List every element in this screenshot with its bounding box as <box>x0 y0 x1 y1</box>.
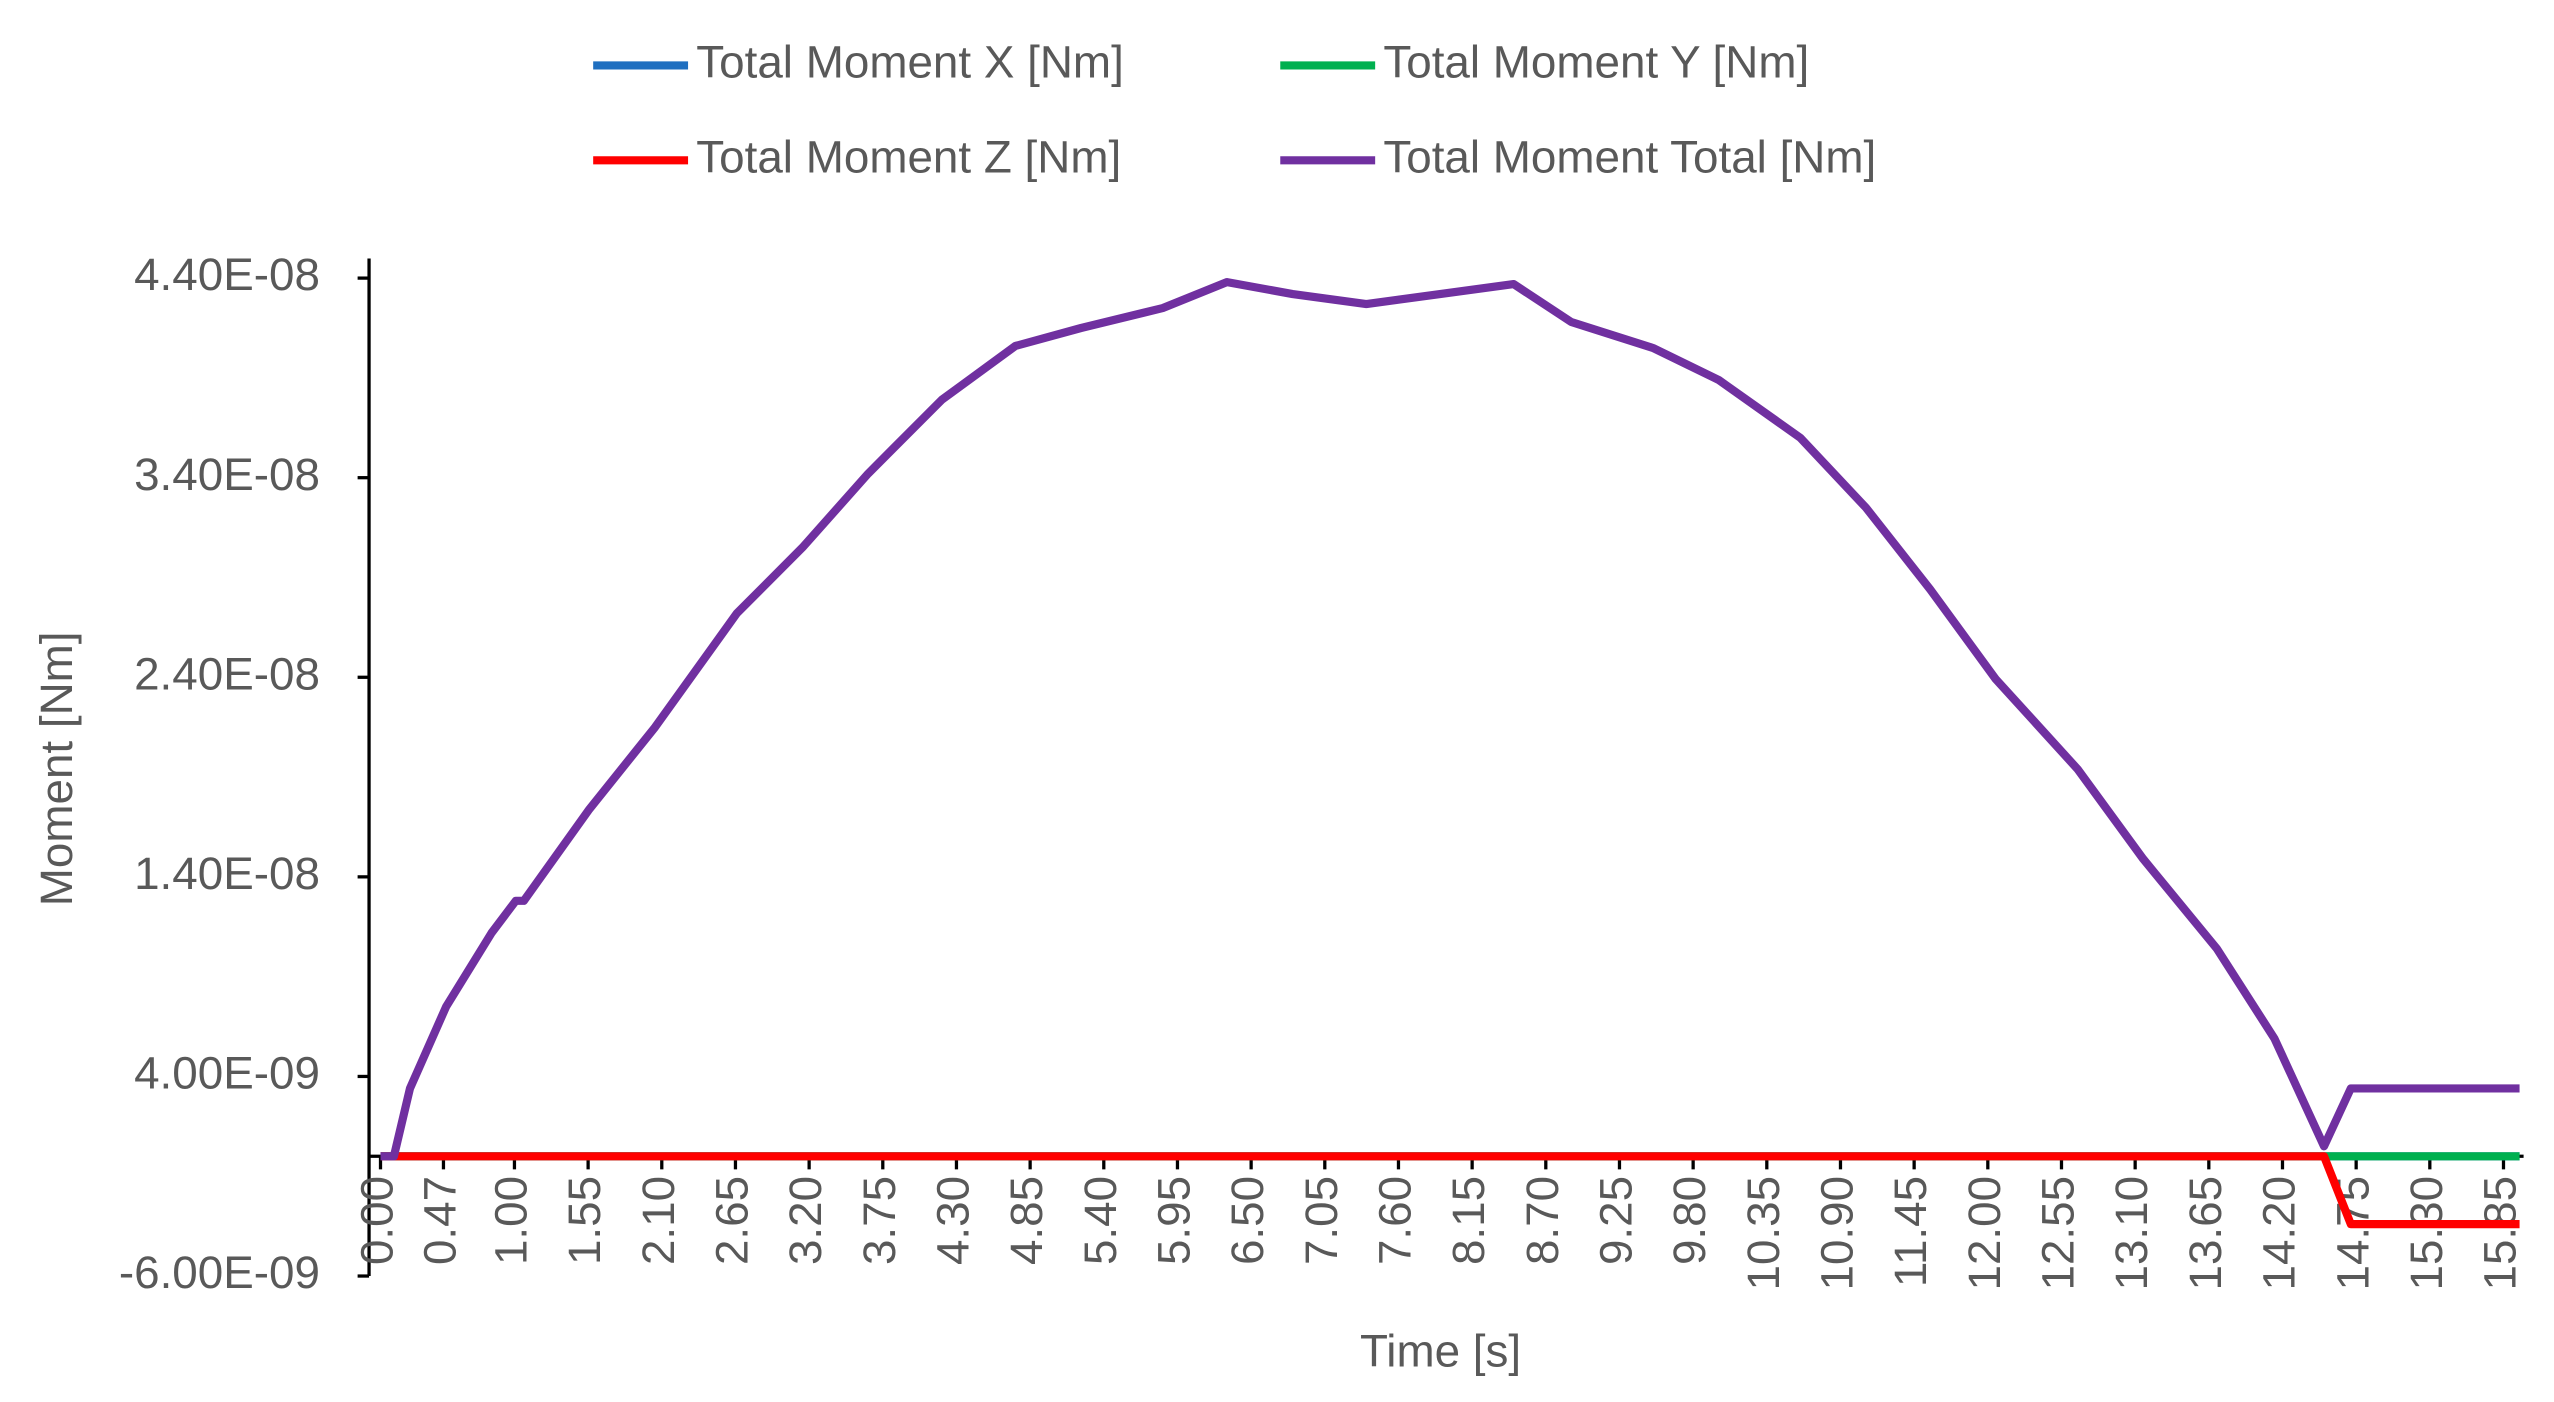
x-axis-title: Time [s] <box>1360 1326 1521 1377</box>
x-tick-label: 1.00 <box>486 1176 537 1265</box>
x-tick-label: 6.50 <box>1222 1176 1273 1265</box>
x-tick-label: 13.10 <box>2106 1176 2157 1291</box>
y-tick-label: -6.00E-09 <box>119 1247 320 1298</box>
x-tick-label: 14.20 <box>2254 1176 2305 1291</box>
x-tick-label: 5.40 <box>1075 1176 1126 1265</box>
legend-label: Total Moment Total [Nm] <box>1383 131 1876 182</box>
x-tick-label: 12.55 <box>2033 1176 2084 1291</box>
x-tick-label: 3.75 <box>854 1176 905 1265</box>
legend-label: Total Moment Z [Nm] <box>696 131 1121 182</box>
x-tick-label: 8.70 <box>1517 1176 1568 1265</box>
y-tick-label: 1.40E-08 <box>134 848 320 899</box>
x-tick-label: 11.45 <box>1885 1176 1936 1287</box>
x-tick-label: 7.60 <box>1370 1176 1421 1265</box>
x-tick-label: 2.65 <box>707 1176 758 1265</box>
legend-label: Total Moment X [Nm] <box>696 37 1124 88</box>
x-tick-label: 15.30 <box>2401 1176 2452 1291</box>
series-line <box>380 278 2520 1161</box>
x-tick-label: 0.00 <box>352 1176 403 1265</box>
legend-label: Total Moment Y [Nm] <box>1383 37 1809 88</box>
x-tick-label: 13.65 <box>2180 1176 2231 1291</box>
y-tick-label: 4.40E-08 <box>134 249 320 300</box>
y-tick-label: 3.40E-08 <box>134 449 320 500</box>
x-tick-label: 12.00 <box>1959 1176 2010 1291</box>
y-tick-label: 4.00E-09 <box>134 1048 320 1099</box>
x-tick-label: 9.80 <box>1664 1176 1715 1265</box>
y-axis-title: Moment [Nm] <box>31 631 82 906</box>
x-tick-label: 8.15 <box>1443 1176 1494 1265</box>
x-tick-label: 1.55 <box>559 1176 610 1265</box>
x-tick-label: 4.85 <box>1001 1176 1052 1265</box>
y-tick-label: 2.40E-08 <box>134 648 320 699</box>
x-tick-label: 4.30 <box>928 1176 979 1265</box>
x-tick-label: 15.85 <box>2475 1176 2526 1291</box>
x-tick-label: 5.95 <box>1149 1176 1200 1265</box>
x-tick-label: 2.10 <box>633 1176 684 1265</box>
x-tick-label: 3.20 <box>780 1176 831 1265</box>
x-tick-label: 10.35 <box>1738 1176 1789 1291</box>
x-tick-label: 10.90 <box>1812 1176 1863 1291</box>
x-tick-label: 7.05 <box>1296 1176 1347 1265</box>
x-tick-label: 9.25 <box>1591 1176 1642 1265</box>
series-line <box>380 1152 2520 1229</box>
x-tick-label: 0.47 <box>415 1176 466 1265</box>
